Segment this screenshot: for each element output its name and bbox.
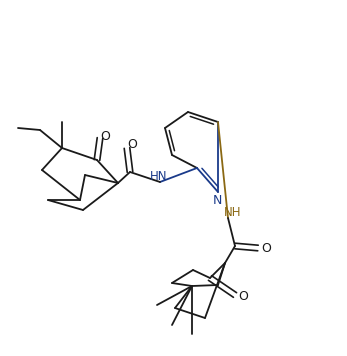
Text: N: N xyxy=(212,194,222,206)
Text: NH: NH xyxy=(224,206,242,220)
Text: O: O xyxy=(100,130,110,142)
Text: O: O xyxy=(127,138,137,152)
Text: O: O xyxy=(261,242,271,256)
Text: HN: HN xyxy=(150,169,168,183)
Text: O: O xyxy=(238,289,248,303)
